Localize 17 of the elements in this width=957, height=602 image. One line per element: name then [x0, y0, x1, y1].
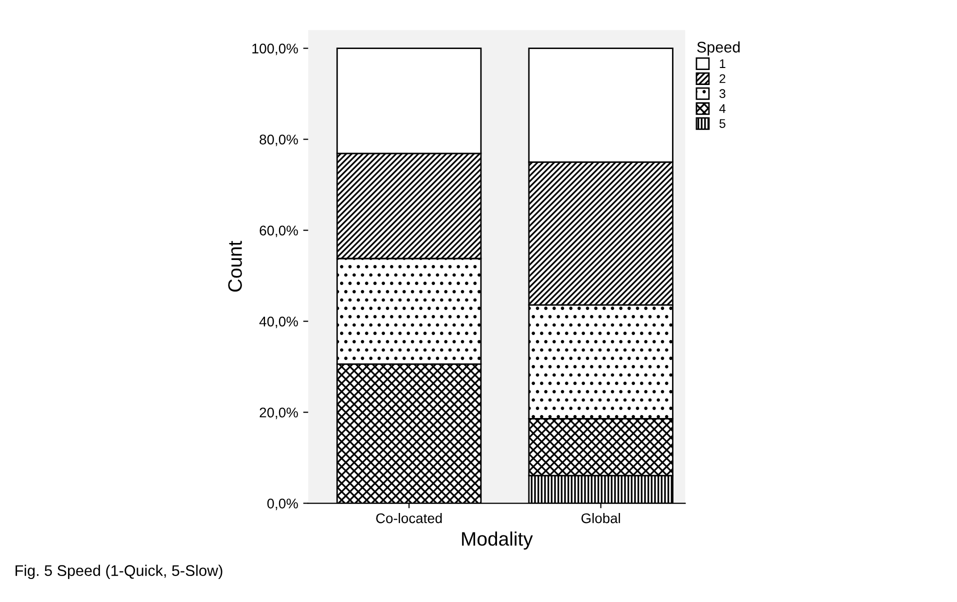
y-tick-label: 60,0% [260, 226, 298, 238]
y-tick-label: 0,0% [267, 498, 298, 510]
y-axis-title: Count [228, 240, 242, 292]
legend-label: 1 [720, 59, 726, 68]
legend-title: Speed [697, 41, 740, 56]
legend-label: 2 [720, 74, 726, 83]
caption: Fig. 5 Speed (1-Quick, 5-Slow) [16, 564, 222, 580]
x-axis-title: Modality [462, 531, 533, 550]
x-tick-label: Co-located [376, 512, 442, 524]
y-tick-label: 40,0% [259, 316, 298, 328]
legend-label: 4 [719, 104, 726, 113]
y-tick-label: 80,0% [260, 134, 298, 146]
legend-label: 5 [719, 119, 726, 128]
y-tick-label: 20,0% [260, 408, 298, 420]
legend-label: 3 [719, 89, 726, 98]
y-tick-label: 100,0% [252, 44, 298, 56]
x-tick-label: Global [581, 512, 620, 524]
